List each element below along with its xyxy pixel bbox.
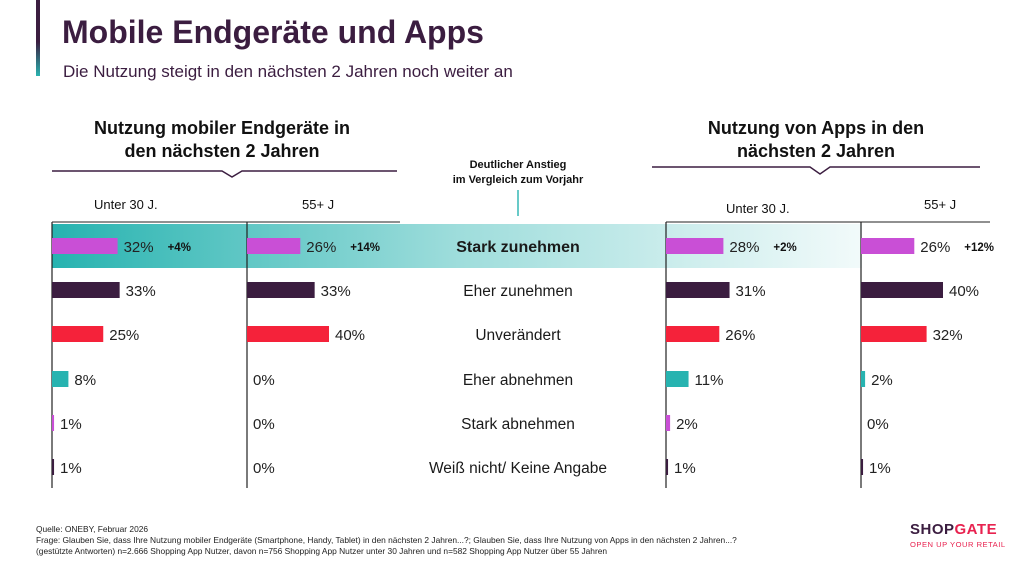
change-label-apps-55plus: +12% bbox=[964, 242, 994, 254]
value-label-apps-55plus-row3: 32% bbox=[933, 327, 963, 344]
bar-apps-under30-row6 bbox=[666, 459, 669, 475]
value-label-devices-55plus-row3: 40% bbox=[335, 327, 365, 344]
bar-apps-under30-row1 bbox=[666, 238, 724, 254]
value-label-devices-55plus-row5: 0% bbox=[253, 416, 275, 433]
left-section-title-line1: Nutzung mobiler Endgeräte in bbox=[93, 118, 350, 138]
value-label-devices-under30-row3: 25% bbox=[109, 327, 139, 344]
accent-bar bbox=[36, 0, 40, 76]
value-label-apps-55plus-row6: 1% bbox=[869, 460, 891, 477]
value-label-apps-under30-row3: 26% bbox=[725, 327, 755, 344]
value-label-devices-55plus-row6: 0% bbox=[253, 460, 275, 477]
col-head-devices-55plus: 55+ J bbox=[302, 197, 335, 212]
bar-devices-under30-row3 bbox=[52, 326, 104, 342]
bar-apps-55plus-row4 bbox=[861, 371, 866, 387]
value-label-apps-55plus-row2: 40% bbox=[949, 283, 979, 300]
shopgate-logo: SHOPGATE bbox=[910, 521, 997, 538]
category-label-row6: Weiß nicht/ Keine Angabe bbox=[429, 460, 607, 477]
footer-source: Quelle: ONEBY, Februar 2026 bbox=[36, 524, 149, 534]
left-section-title: Nutzung mobiler Endgeräte in den nächste… bbox=[52, 117, 392, 163]
bar-apps-55plus-row6 bbox=[861, 459, 864, 475]
footer-question: Frage: Glauben Sie, dass Ihre Nutzung mo… bbox=[36, 535, 737, 545]
value-label-devices-under30-row6: 1% bbox=[60, 460, 82, 477]
footer-sample: (gestützte Antworten) n=2.666 Shopping A… bbox=[36, 546, 608, 556]
right-section-title: Nutzung von Apps in den nächsten 2 Jahre… bbox=[648, 117, 984, 163]
right-section-title-line2: nächsten 2 Jahren bbox=[736, 141, 896, 161]
page-title: Mobile Endgeräte und Apps bbox=[62, 14, 484, 50]
bar-devices-55plus-row1 bbox=[247, 238, 301, 254]
value-label-apps-under30-row4: 11% bbox=[695, 372, 724, 389]
page-subtitle: Die Nutzung steigt in den nächsten 2 Jah… bbox=[63, 62, 513, 81]
col-head-apps-55plus: 55+ J bbox=[924, 197, 957, 212]
bar-devices-under30-row4 bbox=[52, 371, 69, 387]
value-label-devices-55plus-row4: 0% bbox=[253, 372, 275, 389]
value-label-devices-55plus-row2: 33% bbox=[321, 283, 351, 300]
bar-devices-55plus-row3 bbox=[247, 326, 329, 342]
category-label-row2: Eher zunehmen bbox=[463, 283, 572, 300]
value-label-apps-55plus-row5: 0% bbox=[867, 416, 889, 433]
bar-devices-under30-row1 bbox=[52, 238, 118, 254]
change-label-apps-under30: +2% bbox=[773, 242, 796, 254]
value-label-devices-under30-row2: 33% bbox=[126, 283, 156, 300]
col-head-devices-under30: Unter 30 J. bbox=[94, 197, 158, 212]
category-label-row5: Stark abnehmen bbox=[461, 416, 575, 433]
change-label-devices-under30: +4% bbox=[168, 242, 191, 254]
right-title-underline bbox=[652, 166, 980, 175]
logo-tagline: OPEN UP YOUR RETAIL bbox=[910, 540, 1006, 549]
bar-devices-under30-row5 bbox=[52, 415, 55, 431]
bar-apps-55plus-row1 bbox=[861, 238, 915, 254]
left-title-underline bbox=[52, 170, 397, 178]
middle-header: Deutlicher Anstieg im Vergleich zum Vorj… bbox=[418, 158, 618, 188]
right-section-title-line1: Nutzung von Apps in den bbox=[707, 118, 925, 138]
middle-header-line1: Deutlicher Anstieg bbox=[469, 159, 567, 171]
value-label-apps-under30-row1: 28% bbox=[729, 239, 759, 256]
value-label-apps-55plus-row4: 2% bbox=[871, 372, 893, 389]
footer: Quelle: ONEBY, Februar 2026 Frage: Glaub… bbox=[36, 524, 737, 557]
bar-devices-under30-row2 bbox=[52, 282, 120, 298]
highlight-band bbox=[52, 224, 862, 268]
bar-apps-under30-row3 bbox=[666, 326, 720, 342]
value-label-devices-under30-row1: 32% bbox=[124, 239, 154, 256]
logo-shop: SHOP bbox=[910, 521, 955, 538]
bar-devices-55plus-row2 bbox=[247, 282, 315, 298]
middle-header-line2: im Vergleich zum Vorjahr bbox=[452, 174, 584, 186]
change-label-devices-55plus: +14% bbox=[350, 242, 380, 254]
value-label-apps-under30-row6: 1% bbox=[674, 460, 696, 477]
bar-apps-55plus-row3 bbox=[861, 326, 927, 342]
value-label-devices-55plus-row1: 26% bbox=[306, 239, 336, 256]
col-head-apps-under30: Unter 30 J. bbox=[726, 201, 790, 216]
bar-chart: 32% +4% 33% 25% 8% 1% 1% 26% +14% 33% 40% 0% 0% 0% 28%… bbox=[51, 166, 994, 488]
value-label-devices-under30-row4: 8% bbox=[74, 372, 96, 389]
bar-devices-under30-row6 bbox=[52, 459, 55, 475]
value-label-apps-under30-row2: 31% bbox=[736, 283, 766, 300]
bar-apps-55plus-row2 bbox=[861, 282, 943, 298]
category-label-row1: Stark zunehmen bbox=[456, 239, 580, 256]
category-label-row3: Unverändert bbox=[475, 327, 561, 344]
value-label-devices-under30-row5: 1% bbox=[60, 416, 82, 433]
logo-gate: GATE bbox=[954, 521, 998, 538]
bar-apps-under30-row5 bbox=[666, 415, 671, 431]
bar-apps-under30-row2 bbox=[666, 282, 730, 298]
category-label-row4: Eher abnehmen bbox=[463, 372, 573, 389]
left-section-title-line2: den nächsten 2 Jahren bbox=[124, 141, 320, 161]
bar-apps-under30-row4 bbox=[666, 371, 689, 387]
value-label-apps-55plus-row1: 26% bbox=[920, 239, 950, 256]
value-label-apps-under30-row5: 2% bbox=[676, 416, 698, 433]
